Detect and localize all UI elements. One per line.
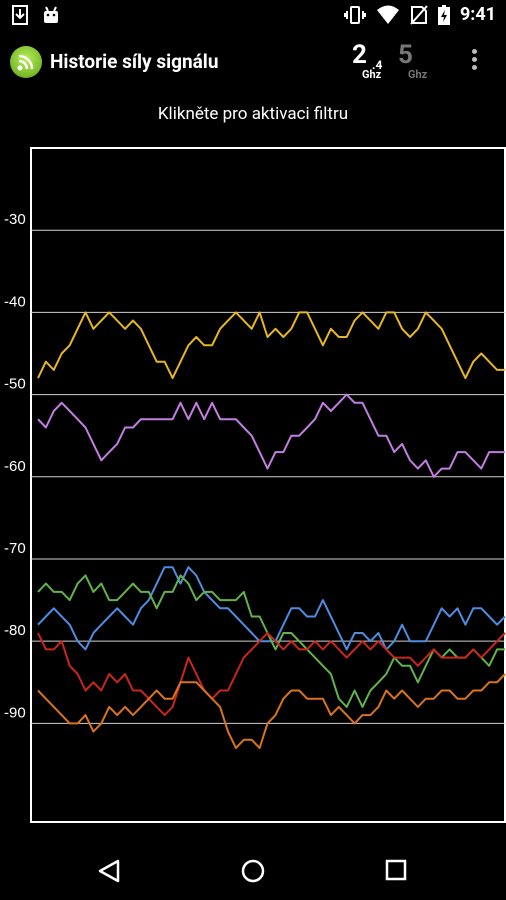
series-line-6 bbox=[37, 673, 506, 749]
filter-hint[interactable]: Klikněte pro aktivaci filtru bbox=[157, 104, 349, 124]
recents-icon[interactable] bbox=[384, 858, 408, 882]
band-2-4-decimal: .4 bbox=[372, 58, 383, 72]
band-5-main: 5 bbox=[398, 40, 413, 70]
y-tick-label: -60 bbox=[4, 458, 26, 475]
y-axis-ticks: -30 -40 -50 -60 -70 -80 -90 bbox=[4, 211, 26, 721]
status-bar: 9:41 bbox=[0, 0, 506, 32]
band-2-4ghz-button[interactable]: 2 .4 Ghz bbox=[352, 40, 382, 81]
y-tick-label: -50 bbox=[4, 376, 26, 393]
series-lines bbox=[37, 311, 506, 749]
band-2-4-unit: Ghz bbox=[362, 68, 382, 81]
navigation-bar bbox=[0, 838, 506, 900]
page-title: Historie síly signálu bbox=[50, 50, 219, 73]
plot-frame bbox=[30, 147, 506, 823]
y-tick-label: -70 bbox=[4, 540, 26, 557]
download-icon bbox=[12, 5, 28, 25]
overflow-menu-icon[interactable] bbox=[468, 46, 480, 76]
app-logo-icon bbox=[10, 46, 42, 78]
status-time: 9:41 bbox=[459, 4, 496, 25]
no-sim-icon bbox=[410, 4, 428, 25]
y-tick-label: -80 bbox=[4, 622, 26, 639]
series-line-4 bbox=[37, 574, 505, 708]
band-2-4-main: 2 bbox=[352, 40, 367, 70]
y-tick-label: -40 bbox=[4, 293, 26, 310]
home-icon[interactable] bbox=[240, 858, 266, 884]
vibrate-icon bbox=[343, 5, 366, 24]
y-tick-label: -90 bbox=[4, 704, 26, 721]
back-icon[interactable] bbox=[96, 858, 122, 884]
battery-icon bbox=[437, 4, 450, 25]
series-line-5 bbox=[37, 632, 506, 717]
series-line-2 bbox=[37, 393, 505, 478]
android-icon bbox=[44, 6, 58, 23]
wifi-icon bbox=[376, 5, 399, 24]
band-5-unit: Ghz bbox=[408, 68, 428, 81]
series-line-1 bbox=[37, 311, 505, 380]
band-5ghz-button[interactable]: 5 Ghz bbox=[398, 40, 427, 81]
app-bar: Historie síly signálu 2 .4 Ghz 5 Ghz bbox=[0, 32, 506, 94]
y-tick-label: -30 bbox=[4, 211, 26, 228]
